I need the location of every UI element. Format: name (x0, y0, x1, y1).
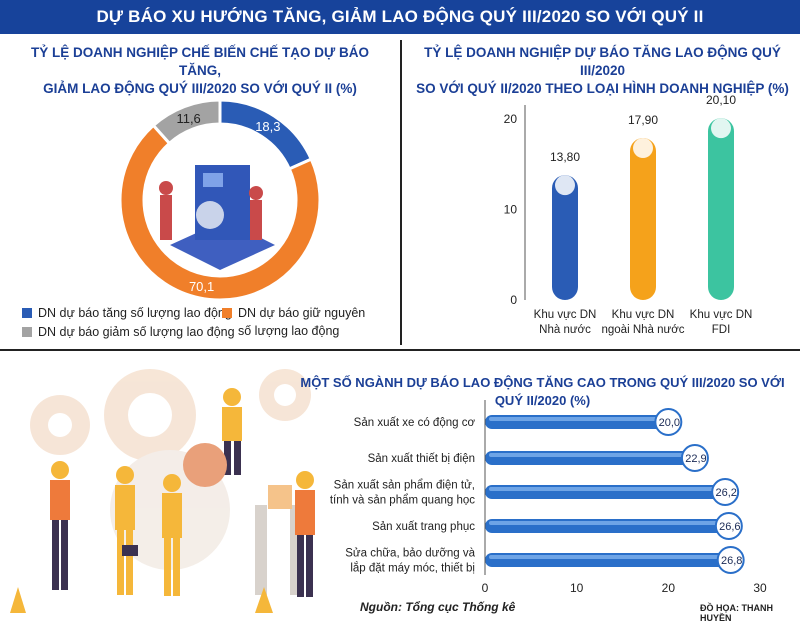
donut-title-line2: GIẢM LAO ĐỘNG QUÝ III/2020 SO VỚI QUÝ II… (43, 81, 357, 96)
legend-swatch-orange (222, 308, 232, 318)
hbar-category-2: máy tính và sản phẩm quang học (330, 495, 475, 507)
ytick-label: 20 (504, 112, 518, 126)
horizontal-bar-chart: 20,0 Sản xuất xe có động cơ 22,9 Sản xuất t… (305, 360, 800, 621)
hbar-title: MỘT SỐ NGÀNH DỰ BÁO LAO ĐỘNG TĂNG CAO TR… (300, 375, 785, 408)
hbar-category-4: lắp đặt máy móc, thiết bị (350, 562, 475, 575)
donut-title-line1: TỶ LỆ DOANH NGHIỆP CHẾ BIẾN CHẾ TẠO DỰ B… (31, 45, 369, 78)
bar-title-line1: TỶ LỆ DOANH NGHIỆP DỰ BÁO TĂNG LAO ĐỘNG … (424, 45, 781, 78)
hbar-category-4: Sửa chữa, bảo dưỡng và (345, 548, 475, 560)
vertical-bar-chart: 0 10 20 13,80 Khu vực DN Nhà nước 17,90 Khu vực… (490, 90, 760, 350)
hbar-highlight-1 (489, 453, 691, 457)
hbar-value-badge-4 (716, 546, 745, 574)
xtick-label: 30 (753, 581, 767, 595)
source-note: Nguồn: Tổng cục Thống kê (360, 600, 516, 614)
vbar-hex-icon-2 (711, 118, 731, 139)
hbar-category-3: Sản xuất trang phục (372, 521, 475, 533)
hbar-value-1: 22,9 (685, 453, 706, 465)
legend-keep-label1: DN dự báo giữ nguyên (238, 306, 366, 320)
legend-swatch-blue (22, 308, 32, 318)
donut-slice-1 (118, 123, 322, 302)
hbar-category-0: Sản xuất xe có động cơ (354, 417, 476, 429)
donut-title: TỶ LỆ DOANH NGHIỆP CHẾ BIẾN CHẾ TẠO DỰ B… (10, 44, 390, 98)
vbar-2 (708, 118, 734, 300)
donut-value-label-0: 18,3 (255, 119, 280, 134)
legend-keep: DN dự báo giữ nguyên số lượng lao động (222, 304, 365, 340)
vbar-hex-icon-1 (633, 138, 653, 159)
worker-figures (10, 388, 315, 613)
machine-icon (159, 165, 275, 270)
graphic-credit: ĐỒ HỌA: THANH HUYỀN (700, 603, 773, 621)
hbar-value-badge-3 (714, 512, 743, 540)
ytick-label: 10 (504, 203, 518, 217)
hbar-value-badge-2 (711, 478, 740, 506)
hbar-highlight-2 (489, 487, 722, 491)
hbar-highlight-0 (489, 417, 665, 421)
bar-title: TỶ LỆ DOANH NGHIỆP DỰ BÁO TĂNG LAO ĐỘNG … (410, 44, 795, 98)
legend-increase: DN dự báo tăng số lượng lao động (22, 304, 232, 322)
vbar-0 (552, 175, 578, 300)
legend-swatch-gray (22, 327, 32, 337)
legend-decrease-label: DN dự báo giảm số lượng lao động (38, 325, 235, 339)
vbar-hex-icon-0 (555, 175, 575, 196)
vbar-value-0: 13,80 (550, 150, 580, 164)
bar-title-line2: SO VỚI QUÝ II/2020 THEO LOẠI HÌNH DOANH … (416, 81, 789, 96)
hbar-value-2: 26,2 (715, 487, 736, 499)
vbar-category-0: Nhà nước (539, 324, 591, 336)
donut-slice-2 (151, 98, 222, 146)
vbar-svg: 0 10 20 13,80 Khu vực DN Nhà nước 17,90 Khu vực… (504, 93, 753, 336)
workers-illustration (0, 355, 345, 621)
hbar-category-2: Sản xuất sản phẩm điện tử, (334, 480, 475, 492)
hbar-value-4: 26,8 (721, 555, 742, 567)
vbar-category-1: ngoài Nhà nước (601, 324, 684, 336)
legend-increase-label: DN dự báo tăng số lượng lao động (38, 306, 232, 320)
vbar-category-2: FDI (712, 324, 731, 336)
donut-chart: 18,3 70,1 11,6 (115, 95, 325, 305)
legend-decrease: DN dự báo giảm số lượng lao động (22, 323, 235, 341)
vbar-category-0: Khu vực DN (534, 309, 597, 321)
donut-value-label-2: 11,6 (176, 111, 200, 126)
hbar-value-badge-1 (680, 444, 709, 472)
horizontal-divider (0, 349, 800, 351)
vbar-1 (630, 138, 656, 300)
donut-slice-0 (218, 98, 314, 171)
hbar-highlight-3 (489, 521, 725, 525)
xtick-label: 0 (482, 581, 489, 595)
hbar-highlight-4 (489, 555, 727, 559)
vbar-category-1: Khu vực DN (612, 309, 675, 321)
xtick-label: 10 (570, 581, 584, 595)
vertical-divider (400, 40, 402, 345)
banner-title: DỰ BÁO XU HƯỚNG TĂNG, GIẢM LAO ĐỘNG QUÝ … (0, 0, 800, 34)
vbar-value-2: 20,10 (706, 93, 736, 107)
hbar-value-badge-0 (654, 408, 683, 436)
ytick-label: 0 (510, 293, 517, 307)
hbar-svg: 20,0 Sản xuất xe có động cơ 22,9 Sản xuất t… (305, 400, 767, 595)
legend-keep-label2: số lượng lao động (238, 324, 340, 338)
xtick-label: 20 (662, 581, 676, 595)
donut-svg: 18,3 70,1 11,6 (118, 98, 322, 302)
vbar-category-2: Khu vực DN (690, 309, 753, 321)
hbar-value-3: 26,6 (719, 521, 740, 533)
hbar-value-0: 20,0 (659, 417, 680, 429)
donut-value-label-1: 70,1 (189, 279, 214, 294)
hbar-category-1: Sản xuất thiết bị điện (368, 453, 475, 465)
vbar-value-1: 17,90 (628, 113, 658, 127)
